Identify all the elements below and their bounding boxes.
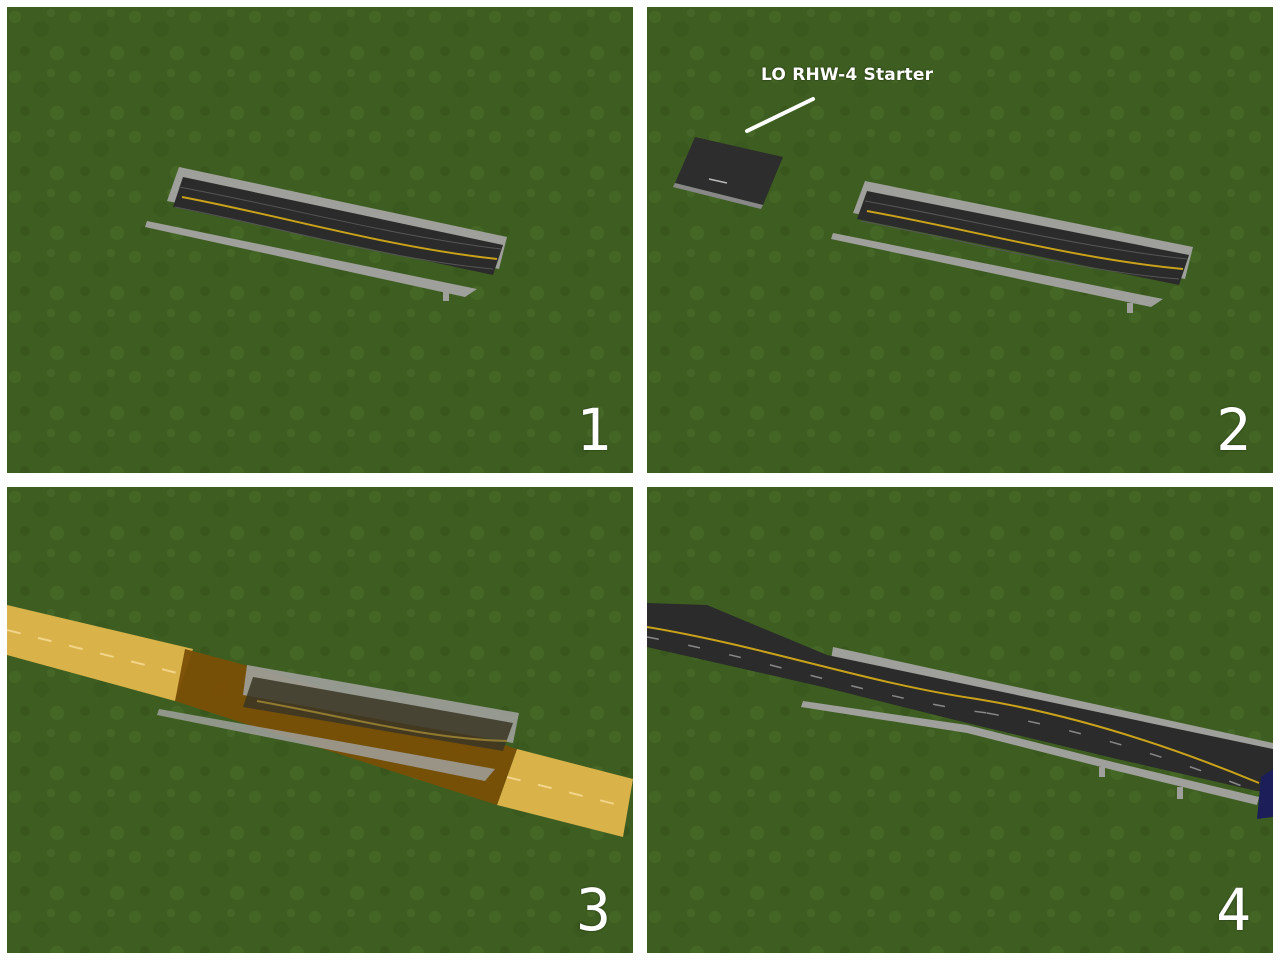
game-viewport-3[interactable] — [7, 487, 633, 953]
panel-3: 3 — [7, 487, 633, 953]
step-number-3: 3 — [576, 876, 611, 944]
callout-pointer-line — [745, 97, 815, 133]
lo-rhw-4-starter-label: LO RHW-4 Starter — [761, 65, 934, 85]
step-number-4: 4 — [1216, 876, 1251, 944]
rhw-road-piece-ghost — [157, 665, 519, 781]
rhw-road-piece[interactable] — [831, 181, 1193, 313]
game-viewport-2[interactable] — [647, 7, 1273, 473]
panel-2: LO RHW-4 Starter 2 — [647, 7, 1273, 473]
panel-1: 1 — [7, 7, 633, 473]
completed-rhw-road[interactable] — [647, 603, 1273, 819]
panel-4: 4 — [647, 487, 1273, 953]
game-viewport-4[interactable] — [647, 487, 1273, 953]
step-number-1: 1 — [576, 396, 611, 464]
lo-rhw-4-starter-piece[interactable] — [673, 137, 783, 209]
game-viewport-1[interactable] — [7, 7, 633, 473]
rhw-road-piece[interactable] — [145, 167, 507, 301]
step-number-2: 2 — [1216, 396, 1251, 464]
